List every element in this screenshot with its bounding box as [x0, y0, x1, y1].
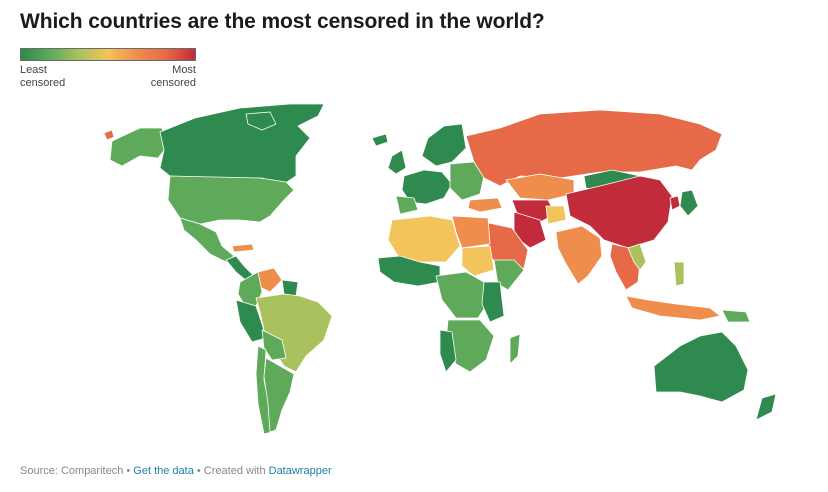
country-uk-ireland[interactable]	[387, 149, 407, 175]
legend-low-label: Least censored	[20, 64, 66, 89]
country-east-africa[interactable]	[481, 281, 505, 323]
country-china[interactable]	[565, 175, 673, 249]
country-horn-of-africa[interactable]	[493, 259, 525, 291]
country-greenland-iceland-marker[interactable]	[103, 129, 115, 141]
country-canada-islands[interactable]	[245, 111, 277, 131]
country-iceland[interactable]	[371, 133, 389, 147]
country-papua[interactable]	[721, 309, 751, 323]
country-vietnam-laos[interactable]	[627, 243, 647, 271]
country-argentina[interactable]	[263, 357, 295, 433]
country-afghanistan[interactable]	[545, 205, 567, 225]
chart-title: Which countries are the most censored in…	[20, 10, 545, 33]
country-turkey[interactable]	[467, 197, 503, 213]
country-australia[interactable]	[653, 331, 749, 403]
datawrapper-link[interactable]: Datawrapper	[268, 465, 332, 477]
footer: Source: Comparitech • Get the data • Cre…	[20, 465, 332, 477]
country-mexico[interactable]	[179, 217, 235, 263]
country-namibia[interactable]	[439, 329, 457, 373]
country-guianas[interactable]	[281, 279, 299, 297]
get-data-link[interactable]: Get the data	[133, 465, 194, 477]
country-canada[interactable]	[159, 103, 325, 185]
country-north-korea[interactable]	[669, 195, 681, 211]
legend-labels: Least censored Most censored	[20, 64, 196, 90]
created-with-text: • Created with	[193, 465, 269, 477]
country-usa[interactable]	[167, 175, 295, 225]
country-central-africa[interactable]	[435, 271, 491, 319]
country-bolivia[interactable]	[261, 329, 287, 361]
country-scandinavia[interactable]	[421, 123, 467, 167]
legend-gradient-bar	[20, 48, 196, 61]
country-russia[interactable]	[465, 109, 723, 187]
world-map	[103, 103, 777, 435]
source-text: Source: Comparitech	[20, 465, 124, 477]
legend-high-label: Most censored	[150, 64, 196, 89]
country-korea-japan[interactable]	[679, 189, 699, 217]
country-cuba[interactable]	[231, 243, 255, 253]
country-libya-egypt[interactable]	[451, 215, 491, 249]
color-legend: Least censored Most censored	[20, 48, 196, 90]
country-kazakhstan[interactable]	[505, 173, 575, 201]
country-india[interactable]	[555, 225, 603, 285]
country-new-zealand[interactable]	[755, 393, 777, 421]
country-sudan[interactable]	[461, 245, 495, 277]
country-indonesia[interactable]	[625, 295, 721, 321]
country-western-europe[interactable]	[401, 169, 453, 205]
country-iberia[interactable]	[395, 195, 419, 215]
country-north-africa-west[interactable]	[387, 215, 461, 263]
country-alaska[interactable]	[109, 127, 167, 167]
separator: •	[123, 465, 134, 477]
country-madagascar[interactable]	[509, 333, 521, 365]
country-philippines[interactable]	[673, 261, 685, 287]
country-chile[interactable]	[255, 345, 273, 435]
